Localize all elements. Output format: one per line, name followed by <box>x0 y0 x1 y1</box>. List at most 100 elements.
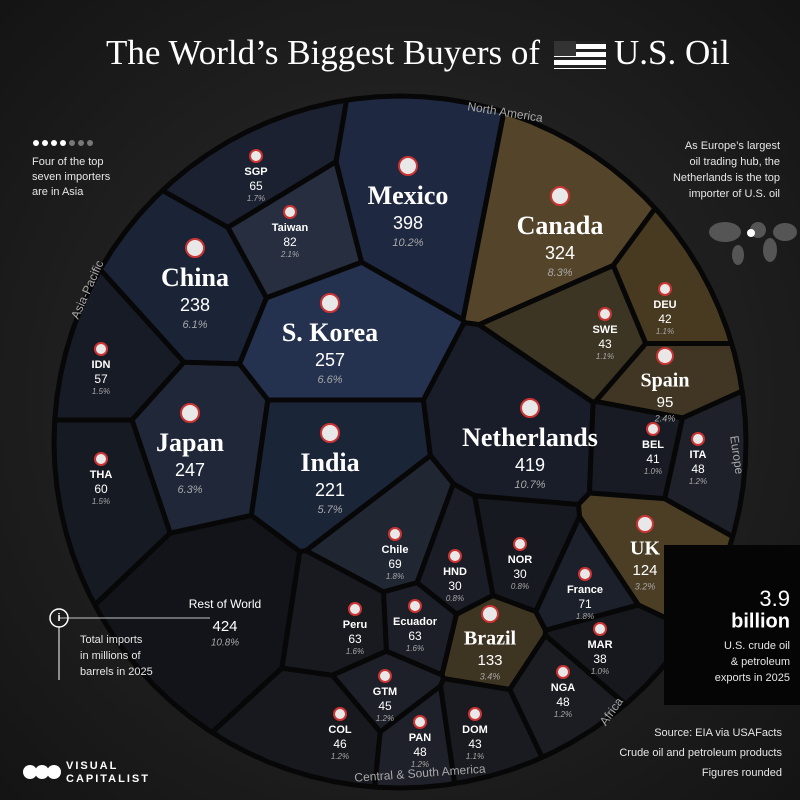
country-name: NGA <box>551 682 576 694</box>
flag <box>691 432 705 446</box>
value-label: 71 <box>578 597 592 611</box>
flag <box>320 423 340 443</box>
share-label: 1.2% <box>411 760 429 769</box>
share-label: 1.5% <box>92 497 110 506</box>
country-name: Ecuador <box>393 616 438 628</box>
share-label: 6.6% <box>317 374 342 386</box>
share-label: 6.3% <box>177 484 202 496</box>
country-name: COL <box>328 724 352 736</box>
country-name: HND <box>443 566 467 578</box>
share-label: 1.0% <box>644 467 662 476</box>
flag <box>578 567 592 581</box>
flag <box>598 307 612 321</box>
cell <box>372 683 458 791</box>
country-name: ITA <box>690 449 707 461</box>
country-name: India <box>300 448 359 477</box>
flag <box>636 515 654 533</box>
share-label: 1.0% <box>591 667 609 676</box>
share-label: 6.1% <box>182 319 207 331</box>
share-label: 1.1% <box>596 352 614 361</box>
cell <box>92 512 303 735</box>
flag <box>94 342 108 356</box>
country-name: DOM <box>462 724 488 736</box>
share-label: 2.1% <box>280 250 299 259</box>
value-label: 38 <box>593 652 607 666</box>
share-label: 10.2% <box>392 237 423 249</box>
country-name: GTM <box>373 686 397 698</box>
share-label: 1.6% <box>346 647 364 656</box>
value-label: 48 <box>691 462 705 476</box>
value-label: 63 <box>348 632 362 646</box>
value-label: 398 <box>393 213 423 233</box>
country-name: Netherlands <box>462 423 598 452</box>
country-name: Spain <box>641 370 690 392</box>
country-name: Chile <box>382 544 409 556</box>
country-name: Peru <box>343 619 367 631</box>
country-name: France <box>567 584 603 596</box>
total-caption: & petroleum <box>731 656 790 668</box>
value-label: 82 <box>283 235 297 249</box>
value-label: 48 <box>413 745 427 759</box>
country-name: UK <box>630 538 660 560</box>
flag <box>378 669 392 683</box>
brand: CAPITALIST <box>66 773 150 785</box>
share-label: 1.6% <box>406 644 424 653</box>
flag <box>556 665 570 679</box>
country-name: Rest of World <box>189 597 261 611</box>
share-label: 1.7% <box>247 194 265 203</box>
flag <box>413 715 427 729</box>
flag <box>398 156 418 176</box>
brand: VISUAL <box>66 760 118 772</box>
us-flag <box>554 41 606 69</box>
country-name: MAR <box>587 639 612 651</box>
info-icon: i <box>49 608 210 680</box>
flag <box>448 549 462 563</box>
note: barrels in 2025 <box>80 666 153 678</box>
country-name: China <box>161 263 229 292</box>
note: As Europe’s largest <box>685 140 780 152</box>
value-label: 419 <box>515 455 545 475</box>
flag <box>593 622 607 636</box>
cell <box>160 97 349 230</box>
country-name: Canada <box>517 211 604 240</box>
share-label: 1.2% <box>689 477 707 486</box>
dots <box>33 140 93 146</box>
share-label: 1.8% <box>386 572 404 581</box>
country-name: NOR <box>508 554 533 566</box>
flag <box>333 707 347 721</box>
value-label: 69 <box>388 557 402 571</box>
note: Four of the top <box>32 156 104 168</box>
total-caption: exports in 2025 <box>715 672 790 684</box>
share-label: 0.8% <box>446 594 464 603</box>
flag <box>550 186 570 206</box>
note: seven importers <box>32 171 111 183</box>
country-name: Mexico <box>368 181 449 210</box>
country-name: THA <box>90 469 113 481</box>
total-caption: U.S. crude oil <box>724 640 790 652</box>
cell <box>438 676 545 786</box>
value-label: 247 <box>175 460 205 480</box>
flag <box>283 205 297 219</box>
value-label: 48 <box>556 695 570 709</box>
note: importer of U.S. oil <box>689 188 780 200</box>
country-name: IDN <box>92 359 111 371</box>
share-label: 2.4% <box>654 413 676 423</box>
value-label: 43 <box>598 337 612 351</box>
value-label: 65 <box>249 179 263 193</box>
value-label: 41 <box>646 452 660 466</box>
flag <box>185 238 205 258</box>
share-label: 1.8% <box>576 612 594 621</box>
share-label: 1.2% <box>554 710 572 719</box>
flag <box>513 537 527 551</box>
share-label: 1.5% <box>92 387 110 396</box>
value-label: 57 <box>94 372 108 386</box>
cell <box>507 632 628 760</box>
value-label: 30 <box>448 579 462 593</box>
brand-logo <box>23 765 61 779</box>
share-label: 5.7% <box>317 504 342 516</box>
flag <box>656 347 674 365</box>
total-box <box>664 545 800 705</box>
total-unit: billion <box>731 610 790 632</box>
source: Figures rounded <box>702 767 782 779</box>
